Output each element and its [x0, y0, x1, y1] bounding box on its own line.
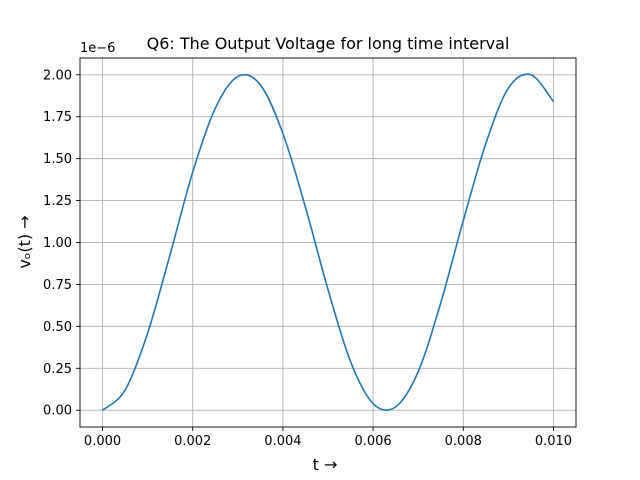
y-tick-label: 0.25 — [43, 362, 72, 377]
x-tick-label: 0.002 — [174, 434, 211, 449]
y-tick-label: 1.50 — [43, 152, 72, 167]
x-tick-label: 0.010 — [535, 434, 572, 449]
x-tick-label: 0.000 — [84, 434, 121, 449]
y-axis-ticks: 0.00 0.25 0.50 0.75 1.00 1.25 1.50 1.75 2.00 — [43, 68, 80, 419]
x-axis-label: t → — [313, 455, 338, 474]
grid-lines — [80, 58, 576, 427]
chart-title: Q6: The Output Voltage for long time int… — [147, 34, 510, 53]
y-axis-label: vₒ(t) → — [15, 215, 34, 268]
x-tick-label: 0.006 — [354, 434, 391, 449]
y-tick-label: 1.75 — [43, 110, 72, 125]
y-tick-label: 0.50 — [43, 320, 72, 335]
x-tick-label: 0.008 — [445, 434, 482, 449]
x-axis-ticks: 0.000 0.002 0.004 0.006 0.008 0.010 — [84, 427, 572, 449]
y-tick-label: 0.75 — [43, 278, 72, 293]
y-tick-label: 1.00 — [43, 236, 72, 251]
y-tick-label: 1.25 — [43, 194, 72, 209]
x-tick-label: 0.004 — [264, 434, 301, 449]
y-tick-label: 2.00 — [43, 68, 72, 83]
series-line — [102, 73, 555, 411]
y-offset-label: 1e−6 — [80, 41, 115, 56]
y-tick-label: 0.00 — [43, 404, 72, 419]
